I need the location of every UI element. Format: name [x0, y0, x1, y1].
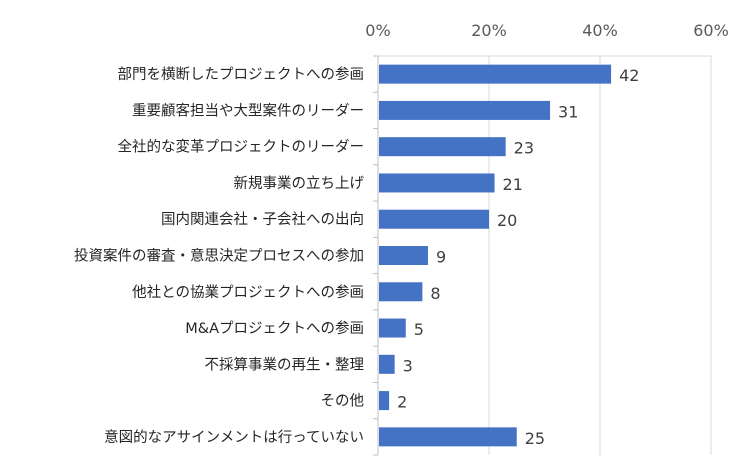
category-label: 意図的なアサインメントは行っていない — [104, 428, 364, 446]
bar — [379, 64, 612, 84]
data-label: 20 — [497, 211, 517, 230]
bar — [379, 354, 395, 374]
category-label: 他社との協業プロジェクトへの参画 — [132, 284, 364, 301]
x-tick-label: 60% — [693, 21, 729, 40]
category-label: その他 — [321, 393, 365, 410]
data-label: 31 — [558, 102, 578, 121]
category-label: 投資案件の審査・意思決定プロセスへの参加 — [74, 247, 364, 265]
category-label: M&Aプロジェクトへの参画 — [185, 320, 364, 337]
bar — [379, 282, 423, 302]
bar — [379, 318, 406, 338]
data-label: 2 — [397, 393, 407, 412]
category-label: 部門を横断したプロジェクトへの参画 — [118, 66, 365, 83]
data-label: 5 — [414, 320, 424, 339]
data-label: 25 — [525, 429, 545, 448]
category-label: 新規事業の立ち上げ — [234, 175, 365, 192]
x-tick-label: 40% — [582, 21, 618, 40]
category-label: 国内関連会社・子会社への出向 — [161, 211, 364, 228]
data-label: 3 — [403, 356, 413, 375]
category-label: 全社的な変革プロジェクトのリーダー — [118, 138, 365, 156]
data-label: 42 — [619, 66, 639, 85]
bar — [379, 427, 517, 447]
data-label: 8 — [430, 284, 440, 303]
bar — [379, 209, 489, 229]
category-label: 重要顧客担当や大型案件のリーダー — [132, 101, 364, 119]
bar — [379, 100, 551, 120]
data-label: 9 — [436, 248, 446, 267]
category-label: 不採算事業の再生・整理 — [205, 356, 365, 373]
bar — [379, 173, 495, 193]
bar — [379, 137, 506, 157]
data-label: 23 — [514, 139, 534, 158]
x-tick-label: 20% — [471, 21, 507, 40]
bar — [379, 246, 428, 265]
data-label: 21 — [503, 175, 523, 194]
x-tick-label: 0% — [365, 21, 390, 40]
bar — [379, 391, 390, 411]
